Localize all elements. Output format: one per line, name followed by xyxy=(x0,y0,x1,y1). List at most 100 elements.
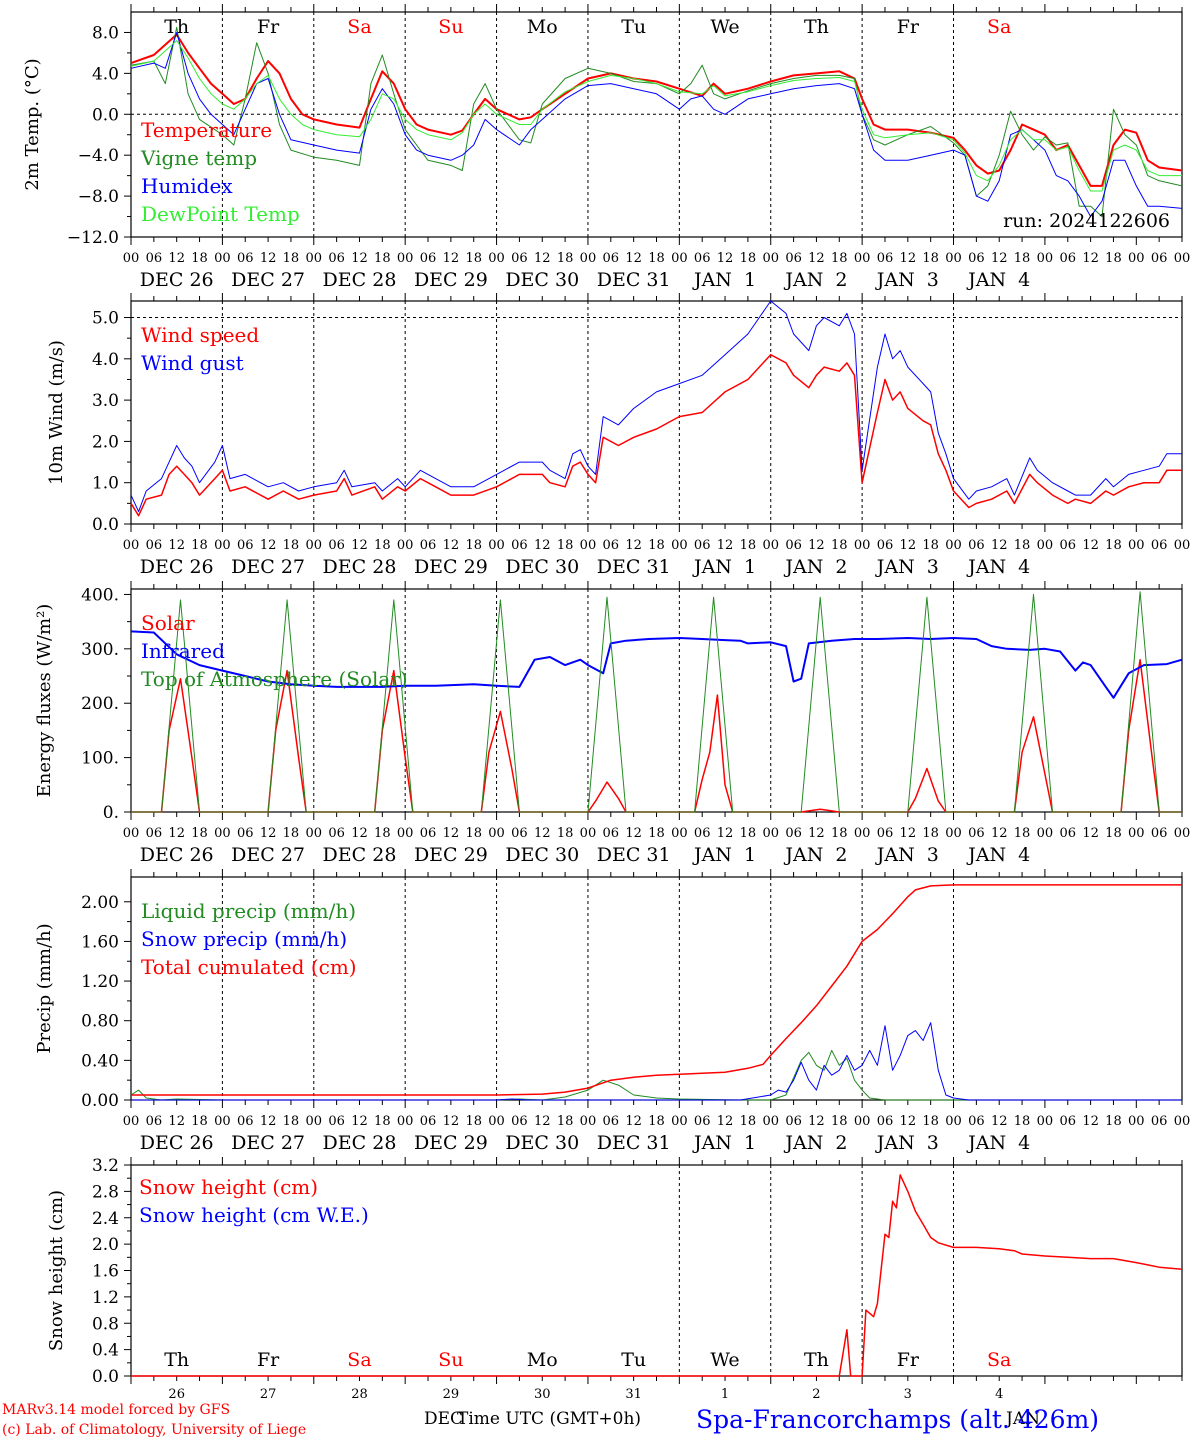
x-hour-label: 00 xyxy=(580,826,597,841)
x-hour-label: 18 xyxy=(465,538,482,553)
weekday-label: Su xyxy=(438,16,463,38)
x-hour-label: 00 xyxy=(762,826,779,841)
footer-day-number: 27 xyxy=(260,1387,277,1402)
x-hour-label: 00 xyxy=(123,1114,140,1129)
x-hour-label: 00 xyxy=(488,538,505,553)
x-date-label: JAN 2 xyxy=(783,844,847,866)
x-hour-label: 00 xyxy=(1128,1114,1145,1129)
x-date-label: DEC 28 xyxy=(323,844,397,866)
x-hour-label: 12 xyxy=(625,538,642,553)
legend-entry: Snow height (cm W.E.) xyxy=(139,1203,369,1227)
x-hour-label: 12 xyxy=(260,826,277,841)
y-axis-label: Precip (mm/h) xyxy=(34,923,55,1053)
weekday-label: Fr xyxy=(257,16,280,38)
x-hour-label: 06 xyxy=(877,251,894,266)
y-tick-label: 0.0 xyxy=(92,105,119,125)
legend-entry: Vigne temp xyxy=(140,146,257,170)
footer-day-number: 3 xyxy=(904,1387,912,1402)
x-hour-label: 06 xyxy=(1059,826,1076,841)
x-hour-label: 00 xyxy=(1037,538,1054,553)
x-hour-label: 00 xyxy=(306,1114,323,1129)
x-date-label: DEC 27 xyxy=(231,269,305,291)
footer-day-number: 31 xyxy=(625,1387,642,1402)
x-hour-label: 00 xyxy=(123,251,140,266)
x-hour-label: 06 xyxy=(511,1114,528,1129)
x-hour-label: 18 xyxy=(740,826,757,841)
x-hour-label: 18 xyxy=(283,251,300,266)
x-hour-label: 18 xyxy=(922,538,939,553)
y-tick-label: 100. xyxy=(81,749,119,769)
x-hour-label: 12 xyxy=(808,251,825,266)
weekday-label: Sa xyxy=(347,16,371,38)
y-tick-label: 0.0 xyxy=(92,515,119,535)
x-hour-label: 06 xyxy=(1151,1114,1168,1129)
x-hour-label: 06 xyxy=(146,826,163,841)
legend-entry: Temperature xyxy=(141,118,272,142)
x-hour-label: 00 xyxy=(214,1114,231,1129)
y-axis-label: 2m Temp. (°C) xyxy=(22,58,43,190)
x-hour-label: 18 xyxy=(1105,1114,1122,1129)
x-hour-label: 12 xyxy=(168,538,185,553)
x-hour-label: 00 xyxy=(580,251,597,266)
weekday-label: We xyxy=(710,1349,739,1371)
run-label: run: 2024122606 xyxy=(1003,210,1170,232)
y-tick-label: 0.00 xyxy=(81,1091,119,1111)
weekday-label: Su xyxy=(438,1349,463,1371)
x-hour-label: 06 xyxy=(785,826,802,841)
x-hour-label: 12 xyxy=(351,251,368,266)
x-hour-label: 00 xyxy=(1037,1114,1054,1129)
weekday-label: Th xyxy=(164,1349,189,1371)
x-hour-label: 18 xyxy=(922,1114,939,1129)
footer-axis-title: Time UTC (GMT+0h) xyxy=(457,1409,641,1429)
x-hour-label: 12 xyxy=(900,538,917,553)
y-tick-label: 300. xyxy=(81,640,119,660)
x-date-label: JAN 4 xyxy=(966,556,1030,578)
x-hour-label: 06 xyxy=(968,826,985,841)
panel-snow: 3.2 2.8 2.4 2.0 1.6 1.2 0.8 0.4 0.0 Snow height (… xyxy=(46,1156,1183,1387)
weekday-label: Sa xyxy=(347,1349,371,1371)
footer-day-number: 28 xyxy=(351,1387,368,1402)
series-line-humidex xyxy=(130,32,1183,217)
y-tick-label: 400. xyxy=(81,585,119,605)
x-hour-label: 18 xyxy=(283,1114,300,1129)
x-hour-label: 06 xyxy=(1151,826,1168,841)
x-hour-label: 18 xyxy=(465,251,482,266)
x-date-label: JAN 3 xyxy=(875,1132,939,1154)
x-hour-label: 06 xyxy=(877,1114,894,1129)
series-line-infrared xyxy=(130,630,1183,699)
x-hour-label: 06 xyxy=(1151,538,1168,553)
x-hour-label: 00 xyxy=(1174,826,1191,841)
x-hour-label: 06 xyxy=(328,251,345,266)
x-hour-label: 12 xyxy=(1082,538,1099,553)
legend-entry: DewPoint Temp xyxy=(141,202,300,226)
x-hour-label: 06 xyxy=(603,538,620,553)
x-hour-label: 12 xyxy=(443,538,460,553)
x-hour-label: 06 xyxy=(328,1114,345,1129)
x-hour-label: 00 xyxy=(1128,826,1145,841)
x-date-label: JAN 1 xyxy=(692,844,756,866)
weekday-label: Th xyxy=(804,1349,829,1371)
legend-entry: Humidex xyxy=(141,174,233,198)
footer-day-number: 4 xyxy=(995,1387,1003,1402)
weekday-label: Tu xyxy=(621,16,646,38)
x-hour-label: 06 xyxy=(420,826,437,841)
x-hour-label: 00 xyxy=(214,826,231,841)
legend-entry: Liquid precip (mm/h) xyxy=(141,899,356,923)
x-date-label: JAN 2 xyxy=(783,269,847,291)
x-date-label: JAN 3 xyxy=(875,556,939,578)
x-hour-label: 18 xyxy=(1105,826,1122,841)
y-tick-label: 2.0 xyxy=(92,1235,119,1255)
x-hour-label: 18 xyxy=(283,826,300,841)
x-hour-label: 06 xyxy=(328,538,345,553)
x-hour-label: 12 xyxy=(625,826,642,841)
legend-entry: Top of Atmosphere (Solar) xyxy=(141,667,408,691)
x-hour-label: 00 xyxy=(1037,826,1054,841)
x-hour-label: 12 xyxy=(260,251,277,266)
x-hour-label: 00 xyxy=(671,538,688,553)
x-date-label: DEC 31 xyxy=(597,844,671,866)
x-hour-label: 00 xyxy=(123,826,140,841)
y-tick-label: 2.00 xyxy=(81,893,119,913)
x-date-label: JAN 4 xyxy=(966,269,1030,291)
legend-entry: Solar xyxy=(141,611,195,635)
x-date-label: DEC 27 xyxy=(231,556,305,578)
